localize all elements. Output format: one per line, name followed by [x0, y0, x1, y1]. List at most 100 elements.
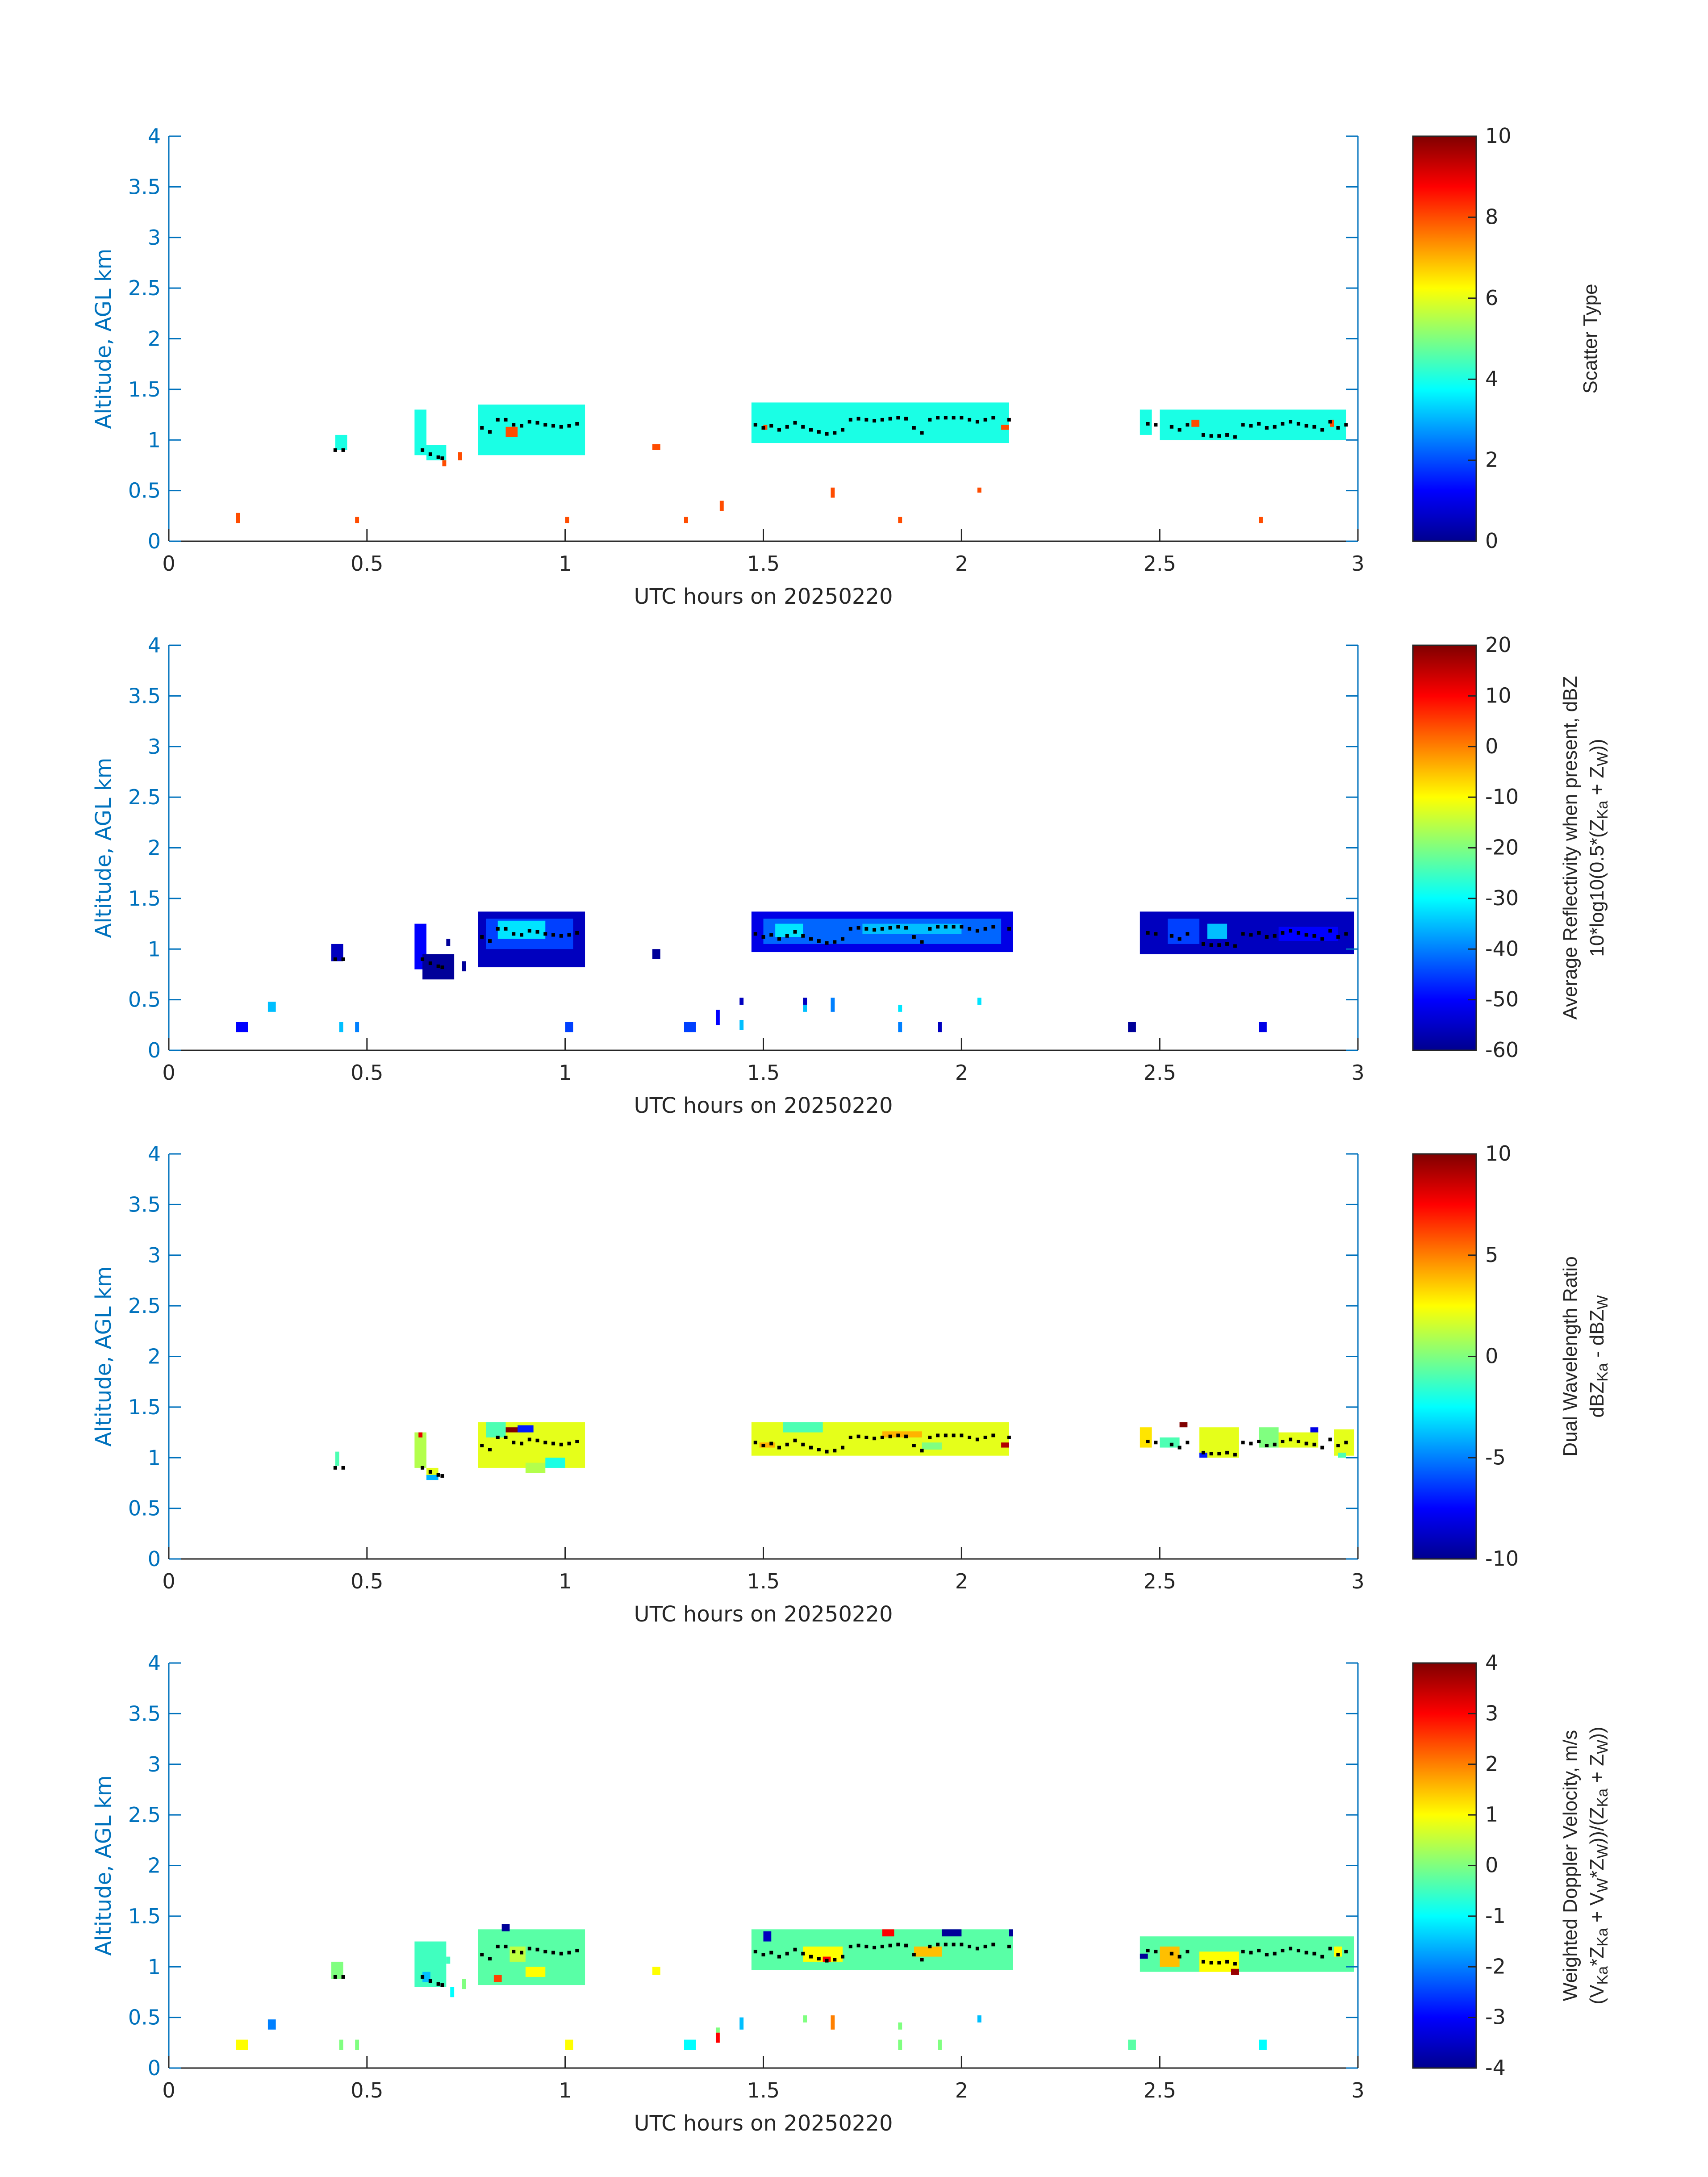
cloud-dot-marker — [896, 1433, 900, 1437]
cloud-dot-marker — [333, 1975, 337, 1979]
cloud-dot-marker — [793, 930, 797, 934]
cloud-dot-marker — [912, 1953, 916, 1957]
cloud-dot-marker — [535, 1947, 539, 1951]
cloud-dot-marker — [1007, 418, 1011, 422]
cloud-dot-marker — [1336, 935, 1340, 939]
heatmap-cell — [565, 2039, 573, 2050]
cloud-dot-marker — [785, 1442, 789, 1446]
heatmap-cell — [331, 944, 343, 961]
cloud-dot-marker — [567, 1442, 571, 1446]
cloud-dot-marker — [873, 928, 877, 932]
cloud-dot-marker — [480, 426, 484, 430]
cloud-dot-marker — [1241, 932, 1245, 936]
cloud-dot-marker — [559, 1442, 563, 1446]
colorbar-label-text: )) — [1586, 739, 1608, 752]
cloud-dot-marker — [825, 432, 829, 436]
heatmap-cell — [1334, 1429, 1354, 1456]
cloud-dot-marker — [1312, 425, 1316, 429]
cloud-dot-marker — [983, 1435, 987, 1439]
heatmap-cell — [446, 939, 451, 946]
cloud-dot-marker — [896, 925, 900, 929]
cloud-dot-marker — [761, 1444, 765, 1448]
x-tick-label: 0.5 — [351, 1569, 383, 1593]
cloud-dot-marker — [873, 419, 877, 423]
colorbar-tick-label: -50 — [1485, 987, 1519, 1011]
heatmap-cell — [450, 1987, 455, 1997]
y-tick-label: 4 — [148, 1651, 161, 1675]
colorbar-tick-label: 5 — [1485, 1243, 1498, 1267]
cloud-dot-marker — [944, 1943, 948, 1947]
cloud-dot-marker — [896, 416, 900, 420]
colorbar-tick-label: 2 — [1485, 1752, 1498, 1776]
y-tick-label: 1 — [148, 428, 161, 452]
cloud-dot-marker — [991, 1943, 995, 1947]
cloud-dot-marker — [769, 1442, 773, 1446]
cloud-dot-marker — [559, 1951, 563, 1956]
heatmap-cell — [938, 1022, 942, 1032]
cloud-dot-marker — [1336, 426, 1340, 430]
colorbar-tick-label: 4 — [1485, 1651, 1498, 1675]
cloud-dot-marker — [1249, 1442, 1253, 1446]
colorbar-tick-label: -3 — [1485, 2005, 1506, 2029]
cloud-dot-marker — [520, 1442, 524, 1446]
x-axis-label: UTC hours on 20250220 — [634, 1093, 893, 1118]
colorbar-label-text: dBZ — [1586, 1382, 1608, 1418]
cloud-dot-marker — [504, 418, 508, 422]
cloud-dot-marker — [952, 1943, 956, 1947]
heatmap-cell — [831, 2015, 835, 2030]
y-axis-label: Altitude, AGL km — [91, 249, 116, 429]
cloud-dot-marker — [864, 927, 869, 931]
colorbar-tick-label: 0 — [1485, 1344, 1498, 1368]
cloud-dot-marker — [975, 929, 979, 933]
cloud-dot-marker — [1320, 1446, 1324, 1450]
cloud-dot-marker — [520, 1951, 524, 1955]
x-tick-label: 2.5 — [1144, 2078, 1176, 2102]
cloud-dot-marker — [928, 418, 932, 422]
heatmap-cell — [525, 1967, 546, 1977]
cloud-dot-marker — [991, 416, 995, 420]
cloud-dot-marker — [1320, 428, 1324, 432]
cloud-dot-marker — [817, 1448, 821, 1452]
x-tick-label: 1 — [559, 552, 572, 576]
cloud-dot-marker — [880, 1435, 884, 1439]
cloud-dot-marker — [975, 1437, 979, 1442]
colorbar-tick-label: -10 — [1485, 1546, 1519, 1571]
heatmap-cell — [1001, 425, 1009, 430]
y-tick-label: 1.5 — [128, 377, 161, 401]
cloud-dot-marker — [1201, 433, 1205, 437]
heatmap-cell — [803, 1004, 807, 1012]
cloud-dot-marker — [1320, 1955, 1324, 1959]
cloud-dot-marker — [968, 927, 972, 931]
heatmap-cell — [422, 1972, 430, 1982]
heatmap-cell — [763, 1931, 772, 1942]
cloud-dot-marker — [848, 1944, 852, 1948]
cloud-dot-marker — [833, 431, 837, 435]
heatmap-cell — [414, 409, 426, 455]
colorbar-label: Dual Wavelength Ratio — [1559, 1256, 1581, 1456]
cloud-dot-marker — [535, 1438, 539, 1442]
cloud-dot-marker — [1233, 944, 1237, 948]
cloud-dot-marker — [873, 1946, 877, 1950]
colorbar-label-subscript: W — [1594, 752, 1611, 766]
y-tick-label: 2.5 — [128, 1294, 161, 1318]
cloud-dot-marker — [440, 1983, 444, 1987]
heatmap-cell — [1259, 2039, 1267, 2050]
heatmap-cell — [1278, 927, 1338, 941]
heatmap-cell — [478, 404, 585, 455]
cloud-dot-marker — [936, 416, 940, 420]
heatmap-cell — [355, 517, 359, 523]
colorbar-gradient — [1412, 1662, 1477, 2069]
cloud-dot-marker — [968, 418, 972, 422]
heatmap-cell — [941, 1929, 962, 1937]
x-tick-label: 3 — [1351, 1061, 1364, 1085]
cloud-dot-marker — [567, 1951, 571, 1955]
cloud-dot-marker — [848, 1435, 852, 1439]
cloud-dot-marker — [333, 957, 337, 961]
heatmap-cell — [715, 1010, 720, 1025]
heatmap-cell — [684, 2039, 696, 2050]
y-tick-label: 0.5 — [128, 2006, 161, 2030]
heatmap-cell — [719, 501, 724, 511]
x-tick-label: 0 — [162, 2078, 175, 2102]
cloud-dot-marker — [936, 925, 940, 929]
x-tick-label: 2.5 — [1144, 1061, 1176, 1085]
